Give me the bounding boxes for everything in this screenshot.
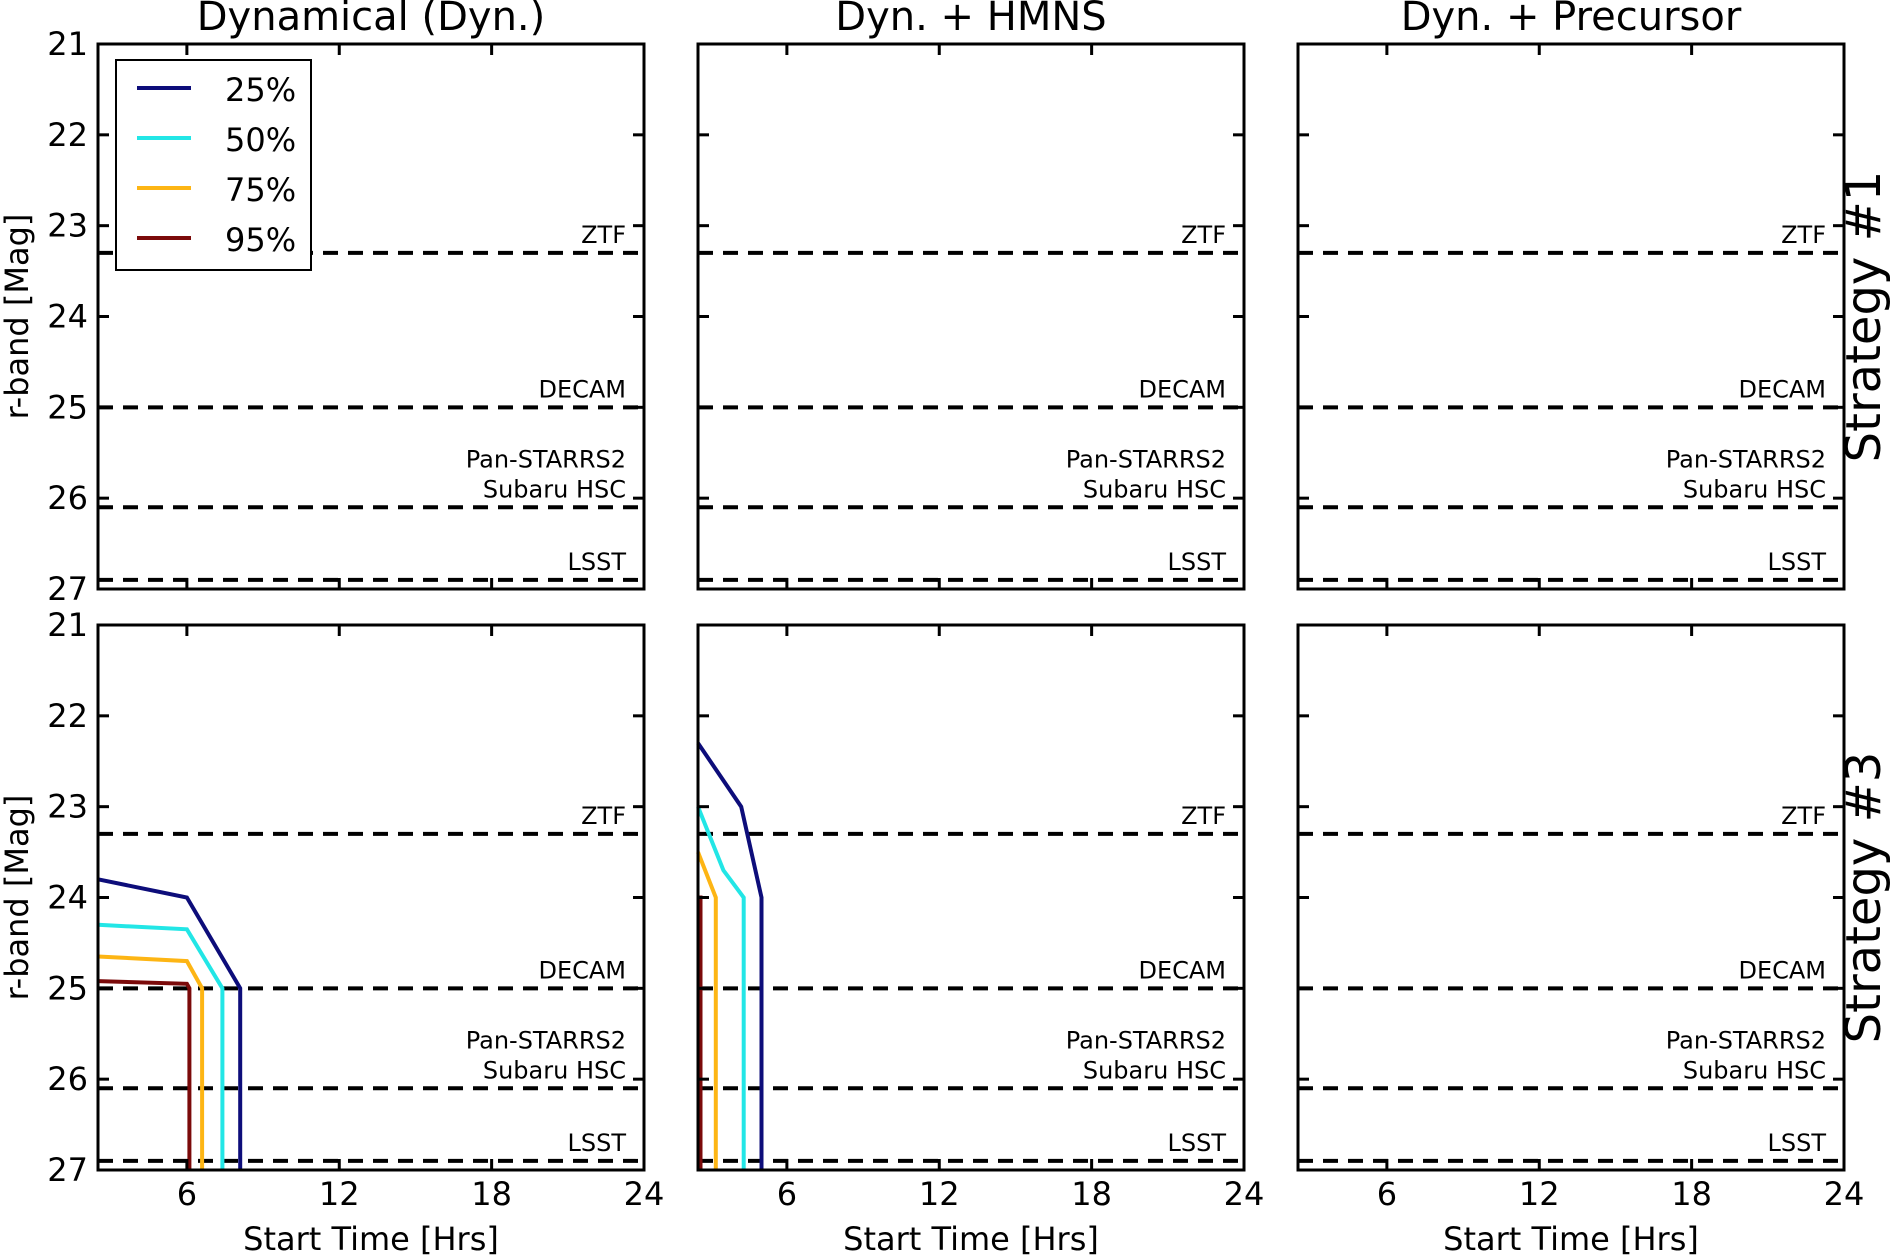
y-tick-label: 21 <box>47 606 88 644</box>
x-axis-label: Start Time [Hrs] <box>1443 1220 1699 1255</box>
reference-label: Pan-STARRS2 <box>1666 1026 1826 1054</box>
reference-label: Pan-STARRS2 <box>1066 445 1226 473</box>
y-tick-label: 22 <box>47 697 88 735</box>
reference-label: DECAM <box>538 956 626 984</box>
reference-label: ZTF <box>581 221 626 249</box>
reference-label: LSST <box>1768 548 1827 576</box>
legend-label: 50% <box>225 121 296 159</box>
x-tick-label: 12 <box>919 1175 960 1213</box>
y-tick-label: 23 <box>47 207 88 245</box>
y-tick-label: 26 <box>47 1060 88 1098</box>
y-tick-label: 25 <box>47 388 88 426</box>
legend-label: 25% <box>225 71 296 109</box>
reference-label: ZTF <box>1181 221 1226 249</box>
reference-label: DECAM <box>1738 956 1826 984</box>
x-tick-label: 18 <box>471 1175 512 1213</box>
series-line-75pct <box>97 954 205 1170</box>
y-tick-label: 21 <box>47 25 88 63</box>
x-tick-label: 18 <box>1671 1175 1712 1213</box>
reference-label: LSST <box>568 1129 627 1157</box>
reference-label: Subaru HSC <box>1083 475 1226 503</box>
y-tick-label: 22 <box>47 116 88 154</box>
legend-box <box>115 59 312 271</box>
reference-label: DECAM <box>1738 375 1826 403</box>
reference-label: LSST <box>568 548 627 576</box>
x-tick-label: 6 <box>177 1175 197 1213</box>
series-line-25pct <box>696 741 764 1170</box>
series-line-75pct <box>696 851 718 1170</box>
x-axis-label: Start Time [Hrs] <box>243 1220 499 1255</box>
x-tick-label: 18 <box>1071 1175 1112 1213</box>
reference-label: Subaru HSC <box>1683 475 1826 503</box>
reference-label: Pan-STARRS2 <box>466 1026 626 1054</box>
row-label: Strategy #1 <box>1836 171 1892 463</box>
x-axis-label: Start Time [Hrs] <box>843 1220 1099 1255</box>
x-tick-label: 12 <box>1519 1175 1560 1213</box>
panel-title: Dynamical (Dyn.) <box>197 0 546 40</box>
y-tick-label: 25 <box>47 969 88 1007</box>
x-tick-label: 24 <box>624 1175 665 1213</box>
reference-label: DECAM <box>538 375 626 403</box>
y-tick-label: 23 <box>47 788 88 826</box>
y-tick-label: 26 <box>47 479 88 517</box>
series-line-50pct <box>97 922 225 1170</box>
legend-label: 95% <box>225 221 296 259</box>
series-line-25pct <box>97 877 243 1170</box>
reference-label: LSST <box>1768 1129 1827 1157</box>
reference-label: DECAM <box>1138 375 1226 403</box>
y-tick-label: 24 <box>47 879 88 917</box>
reference-label: ZTF <box>1781 802 1826 830</box>
reference-label: ZTF <box>1781 221 1826 249</box>
x-tick-label: 6 <box>1377 1175 1397 1213</box>
reference-label: Pan-STARRS2 <box>1066 1026 1226 1054</box>
reference-label: Pan-STARRS2 <box>466 445 626 473</box>
reference-label: Subaru HSC <box>483 475 626 503</box>
panel-title: Dyn. + Precursor <box>1401 0 1742 40</box>
x-tick-label: 6 <box>777 1175 797 1213</box>
panel-title: Dyn. + HMNS <box>835 0 1106 40</box>
reference-label: Subaru HSC <box>1683 1056 1826 1084</box>
y-tick-label: 27 <box>47 1151 88 1189</box>
y-tick-label: 24 <box>47 298 88 336</box>
row-label: Strategy #3 <box>1836 752 1892 1044</box>
series-line-50pct <box>696 805 746 1170</box>
y-axis-label: r-band [Mag] <box>0 795 36 1001</box>
x-tick-label: 24 <box>1824 1175 1865 1213</box>
x-tick-label: 12 <box>319 1175 360 1213</box>
reference-label: Subaru HSC <box>483 1056 626 1084</box>
reference-label: LSST <box>1168 548 1227 576</box>
x-tick-label: 24 <box>1224 1175 1265 1213</box>
reference-label: LSST <box>1168 1129 1227 1157</box>
reference-label: ZTF <box>581 802 626 830</box>
reference-label: ZTF <box>1181 802 1226 830</box>
reference-label: Subaru HSC <box>1083 1056 1226 1084</box>
reference-label: Pan-STARRS2 <box>1666 445 1826 473</box>
series-line-95pct <box>97 979 192 1170</box>
y-axis-label: r-band [Mag] <box>0 214 36 420</box>
reference-label: DECAM <box>1138 956 1226 984</box>
legend-label: 75% <box>225 171 296 209</box>
y-tick-label: 27 <box>47 570 88 608</box>
